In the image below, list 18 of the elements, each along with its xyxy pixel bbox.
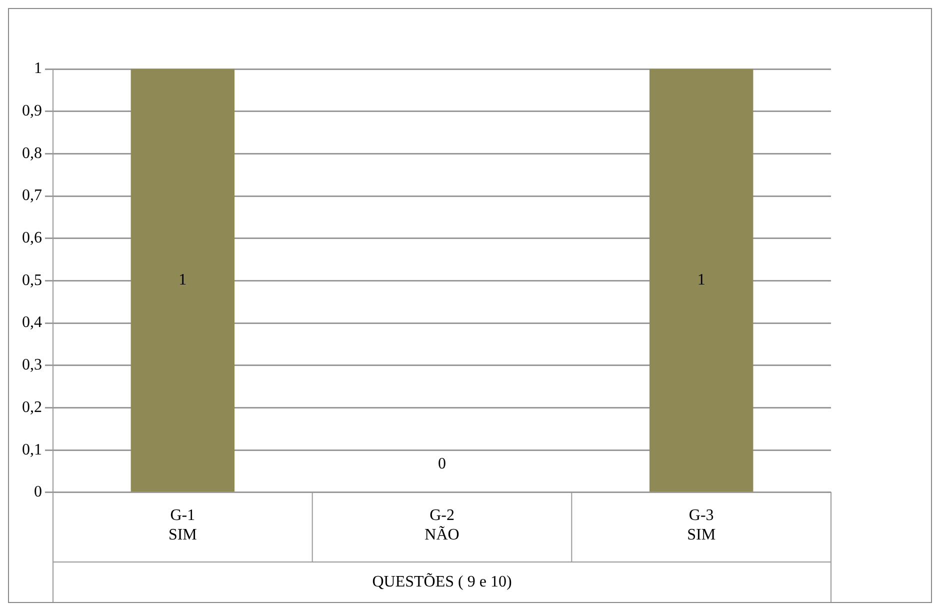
y-tick-label: 0,5 [22,272,42,289]
y-tick-label: 0,8 [22,144,42,162]
data-label: 1 [697,272,706,289]
y-tick-label: 0,1 [22,441,42,458]
y-tick-label: 0,6 [22,230,42,247]
y-tick-label: 0,2 [22,398,42,416]
y-tick-label: 0,4 [22,314,42,332]
y-tick-label: 0 [34,484,42,501]
data-label: 0 [438,456,446,473]
x-axis-title: QUESTÕES ( 9 e 10) [372,572,512,591]
y-tick-label: 1 [34,60,42,78]
x-tick-label: G-2 NÃO [424,507,460,544]
x-tick-label: G-1 SIM [168,507,197,544]
data-label: 1 [178,272,187,289]
y-tick-label: 0,9 [22,102,42,120]
y-tick-label: 0,7 [22,187,42,204]
x-tick-label: G-3 SIM [687,507,716,544]
y-tick-label: 0,3 [22,356,42,374]
